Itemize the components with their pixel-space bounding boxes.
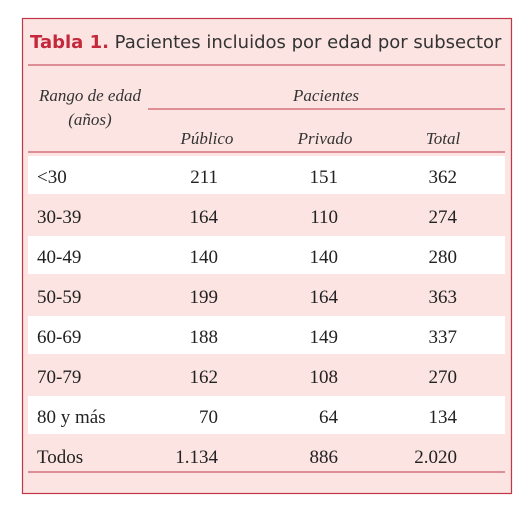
cell: 886 — [310, 447, 339, 468]
row-band — [28, 236, 505, 274]
column-header: Público — [180, 129, 234, 148]
cell: 134 — [429, 407, 458, 428]
cell: 151 — [310, 167, 339, 188]
row-band — [28, 396, 505, 434]
cell: 70 — [199, 407, 218, 428]
column-header: Total — [426, 129, 461, 148]
row-label: <30 — [37, 167, 67, 188]
column-header: Privado — [297, 129, 353, 148]
table-label: Tabla 1. — [30, 32, 109, 53]
cell: 140 — [190, 247, 219, 268]
cell: 164 — [190, 207, 219, 228]
cell: 337 — [429, 327, 458, 348]
row-label: 50-59 — [37, 287, 81, 308]
cell: 2.020 — [414, 447, 457, 468]
cell: 270 — [429, 367, 458, 388]
row-label: 40-49 — [37, 247, 81, 268]
row-band — [28, 316, 505, 354]
cell: 140 — [310, 247, 339, 268]
table-title: Tabla 1. Pacientes incluidos por edad po… — [30, 32, 502, 53]
row-label: Todos — [37, 447, 83, 468]
cell: 362 — [429, 167, 458, 188]
title-text: Pacientes incluidos por edad por subsect… — [115, 32, 502, 53]
group-header: Pacientes — [292, 86, 359, 105]
row-band — [28, 156, 505, 194]
table-body: Público Privado Total <30 211 151 362 30-39 164 1… — [28, 129, 505, 468]
cell: 188 — [190, 327, 219, 348]
cell: 199 — [190, 287, 219, 308]
cell: 64 — [319, 407, 339, 428]
row-label: 30-39 — [37, 207, 81, 228]
row-label: 80 y más — [37, 407, 106, 428]
cell: 274 — [429, 207, 458, 228]
cell: 110 — [310, 207, 338, 228]
cell: 1.134 — [175, 447, 218, 468]
cell: 363 — [429, 287, 458, 308]
row-label: 70-79 — [37, 367, 81, 388]
cell: 162 — [190, 367, 219, 388]
row-header: (años) — [68, 110, 112, 129]
cell: 149 — [310, 327, 339, 348]
cell: 108 — [310, 367, 339, 388]
cell: 164 — [310, 287, 339, 308]
cell: 280 — [429, 247, 458, 268]
row-header: Rango de edad — [38, 86, 141, 105]
cell: 211 — [190, 167, 218, 188]
row-label: 60-69 — [37, 327, 81, 348]
